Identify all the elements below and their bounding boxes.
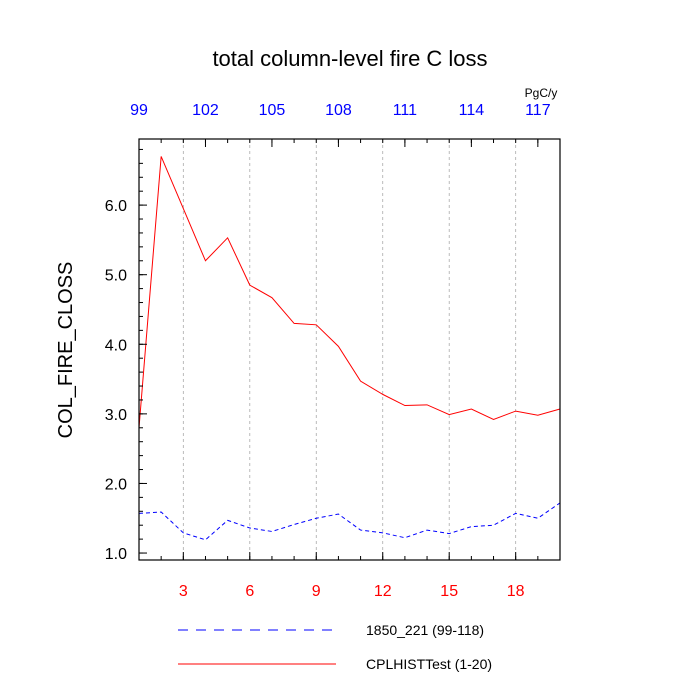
x-tick-label-top: 102: [192, 102, 219, 119]
x-tick-label-bottom: 12: [374, 583, 392, 600]
y-tick-label: 2.0: [105, 476, 127, 493]
units-label: PgC/y: [525, 86, 558, 100]
tick-labels: 3 6 9 12 15 18 99 102 105 108 111 114 117 1.0 2.0 3.0 4.…: [105, 102, 551, 600]
y-tick-label: 3.0: [105, 407, 127, 424]
series-line-test: [138, 156, 561, 428]
y-tick-label: 5.0: [105, 268, 127, 285]
x-tick-label-bottom: 9: [312, 583, 321, 600]
x-tick-label-bottom: 15: [440, 583, 458, 600]
legend: 1850_221 (99-118) CPLHISTTest (1-20): [178, 622, 492, 672]
x-tick-label-bottom: 6: [245, 583, 254, 600]
x-tick-label-bottom: 18: [507, 583, 525, 600]
chart-title: total column-level fire C loss: [212, 46, 487, 71]
y-tick-label: 4.0: [105, 337, 127, 354]
plot-frame: [138, 138, 561, 561]
x-tick-label-top: 117: [525, 102, 551, 119]
x-tick-label-top: 99: [130, 102, 148, 119]
y-tick-label: 1.0: [105, 546, 127, 563]
axis-ticks: [138, 139, 561, 560]
series-group: [138, 156, 561, 541]
x-tick-label-top: 111: [393, 102, 417, 119]
gridlines: [182, 139, 517, 560]
x-tick-label-top: 114: [459, 102, 485, 119]
x-tick-label-bottom: 3: [179, 583, 188, 600]
series-line-baseline: [138, 502, 561, 541]
y-tick-label: 6.0: [105, 198, 127, 215]
x-tick-label-top: 108: [325, 102, 352, 119]
x-tick-label-top: 105: [259, 102, 286, 119]
y-axis-label: COL_FIRE_CLOSS: [55, 262, 77, 439]
legend-label: 1850_221 (99-118): [366, 622, 484, 638]
legend-label: CPLHISTTest (1-20): [366, 656, 492, 672]
